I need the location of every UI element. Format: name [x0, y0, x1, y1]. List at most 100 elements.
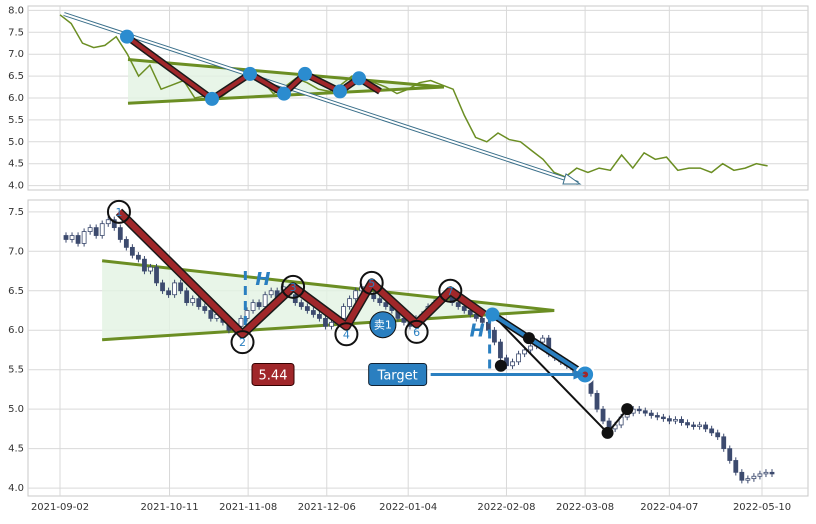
candle-body [317, 314, 322, 319]
candle-body [196, 298, 202, 307]
target-label: Target [377, 368, 418, 383]
candle-body [727, 448, 733, 461]
x-tick-label: 2021-11-08 [219, 502, 277, 513]
candle-body [99, 223, 105, 236]
candle-body [238, 317, 244, 327]
overview-zigzag-node [298, 66, 312, 81]
main-y-tick-label: 4.0 [8, 483, 24, 494]
x-tick-label: 2022-01-04 [379, 502, 437, 513]
pivot-label: 6 [413, 326, 420, 339]
overview-y-tick-label: 6.0 [8, 93, 24, 104]
candle-body [600, 408, 606, 422]
candle-body [540, 337, 546, 343]
overview-zigzag-node [333, 84, 347, 99]
pivot-label: 7 [447, 285, 454, 298]
overview-y-tick-label: 4.5 [8, 159, 24, 170]
overview-y-tick-label: 6.5 [8, 71, 24, 82]
candle-body [461, 306, 467, 311]
overview-panel: 8.0 7.5 7.0 6.5 6.0 5.5 5.0 4.5 4.0 [8, 5, 809, 192]
main-y-tick-label: 6.5 [8, 286, 24, 297]
candle-body [111, 219, 117, 229]
price-label-box [251, 362, 295, 386]
candle-body [329, 321, 334, 327]
candle-body [697, 424, 702, 427]
overview-y-tick-label: 5.5 [8, 115, 24, 126]
candle-body [160, 282, 165, 292]
main-y-tick-label: 5.5 [8, 365, 24, 376]
pivot-circle [404, 319, 429, 344]
candle-body [377, 298, 383, 304]
main-y-tick-label: 7.5 [8, 207, 24, 218]
pivot-label: 2 [239, 336, 246, 349]
candle-body [703, 424, 709, 430]
candle-body [63, 235, 69, 240]
candle-body [172, 282, 178, 296]
candle-body [485, 321, 491, 331]
candle-body [528, 345, 534, 351]
candle-body [142, 258, 147, 272]
candle-body [190, 298, 196, 304]
candle-body [709, 428, 715, 434]
candle-body [81, 231, 87, 244]
candle-body [383, 302, 389, 307]
candle-body [594, 392, 600, 410]
pivot-circle [230, 330, 255, 355]
candle-body [455, 302, 461, 307]
overview-zigzag-node [120, 29, 134, 44]
candle-body [208, 310, 214, 319]
candle-body [648, 412, 654, 416]
candle-body [341, 306, 346, 319]
candle-body [642, 410, 648, 414]
breakout-node [485, 307, 500, 322]
overview-trend-arrow-head [562, 173, 582, 185]
candle-body [268, 290, 274, 296]
overview-zigzag-node [205, 91, 219, 106]
candle-body [244, 310, 250, 319]
candle-body [673, 419, 678, 422]
pattern-marker [601, 426, 614, 439]
candle-body [256, 302, 262, 307]
candle-body [679, 419, 684, 423]
zigzag-line [116, 209, 486, 338]
target-line-arrowhead [573, 369, 586, 380]
candle-body [492, 329, 497, 343]
candle-body [721, 436, 727, 450]
h-label: H [255, 269, 270, 290]
main-price-panel: 7.5 7.0 6.5 6.0 5.5 5.0 4.5 4.0 2021-09-02 2021-1… [8, 199, 809, 513]
candle-body [129, 246, 135, 256]
main-y-tick-label: 4.5 [8, 444, 24, 455]
pivot-label: 1 [115, 206, 122, 219]
candle-body [93, 227, 99, 236]
main-y-tick-label: 5.0 [8, 404, 24, 415]
overview-y-tick-label: 5.0 [8, 137, 24, 148]
candle-body [166, 290, 171, 296]
candle-body [347, 298, 353, 307]
pivot-label: 5 [368, 277, 375, 290]
overview-zigzag-node [243, 66, 257, 81]
candle-body [87, 227, 93, 232]
candle-body [516, 353, 521, 363]
candle-body [733, 460, 739, 473]
overview-y-tick-label: 4.0 [8, 181, 24, 192]
candle-body [105, 219, 111, 225]
h-label: H [470, 320, 485, 341]
x-tick-label: 2022-02-08 [477, 502, 535, 513]
candle-body [667, 418, 672, 422]
candle-body [148, 266, 153, 272]
overview-y-tick-label: 7.0 [8, 49, 24, 60]
x-tick-label: 2022-04-07 [640, 502, 698, 513]
pivot-circle [106, 199, 131, 224]
candle-body [323, 317, 328, 327]
candle-body [498, 341, 503, 359]
candle-body [660, 416, 666, 420]
candle-body [691, 424, 696, 427]
target-label-box [368, 362, 428, 386]
x-tick-label: 2021-09-02 [31, 502, 89, 513]
sell-signal-marker [369, 311, 397, 339]
breakout-path [491, 312, 587, 377]
candle-body [298, 302, 304, 307]
candle-body [123, 239, 129, 248]
candle-body [178, 282, 184, 292]
